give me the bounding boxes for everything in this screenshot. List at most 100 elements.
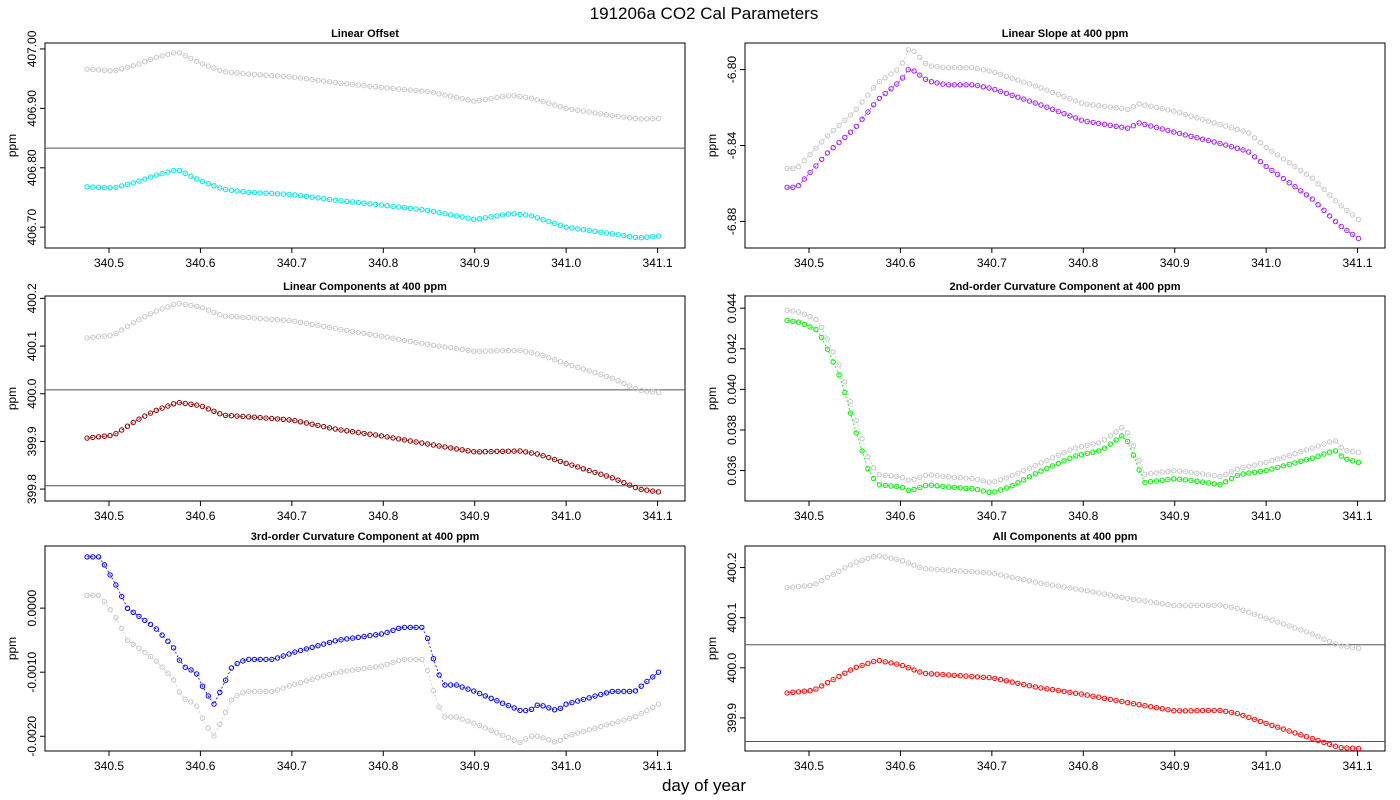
data-point (1136, 702, 1142, 708)
data-point (113, 615, 119, 621)
data-point (1084, 118, 1090, 125)
data-point (119, 593, 125, 600)
data-point (842, 117, 848, 124)
data-point (1188, 708, 1194, 714)
data-point (361, 665, 367, 672)
data-point (946, 474, 952, 480)
data-point (442, 344, 448, 350)
data-point (609, 231, 615, 237)
data-point (142, 59, 148, 65)
data-point (1326, 449, 1333, 455)
data-point (1211, 602, 1217, 608)
data-point (113, 184, 119, 191)
data-point (580, 466, 587, 472)
data-point (436, 91, 442, 97)
x-tick-label: 340.8 (368, 509, 398, 523)
data-point (1153, 705, 1160, 711)
data-point (1038, 685, 1044, 691)
data-point (297, 193, 304, 199)
data-point (598, 723, 604, 730)
data-point (465, 97, 471, 103)
series-line (787, 660, 1359, 749)
data-point (303, 420, 310, 426)
data-point (280, 416, 286, 422)
data-point (1332, 438, 1339, 444)
data-point (182, 170, 188, 177)
data-point (222, 186, 229, 193)
data-point (211, 183, 217, 189)
data-point (182, 696, 188, 702)
data-point (1234, 710, 1241, 717)
data-point (603, 230, 610, 236)
data-point (170, 645, 177, 651)
data-point (819, 324, 825, 331)
data-point (917, 564, 923, 570)
data-point (899, 662, 906, 669)
data-point (836, 361, 842, 368)
data-point (136, 316, 142, 323)
data-point (1182, 111, 1189, 118)
data-point (1026, 683, 1033, 689)
y-tick-label: 400.2 (25, 283, 39, 313)
data-point (974, 65, 981, 72)
x-tick-label: 340.6 (185, 759, 215, 773)
data-point (870, 464, 877, 471)
data-point (974, 569, 981, 575)
data-point (1073, 586, 1079, 592)
data-point (1217, 602, 1223, 608)
data-point (1130, 123, 1137, 129)
data-point (136, 416, 142, 422)
data-point (969, 569, 975, 575)
data-point (1303, 192, 1310, 198)
data-point (199, 715, 206, 721)
data-point (865, 109, 871, 115)
data-point (476, 449, 483, 455)
data-point (1188, 602, 1194, 609)
data-point (199, 305, 206, 311)
data-point (147, 56, 154, 63)
data-point (1240, 128, 1246, 134)
data-point (1130, 701, 1137, 707)
y-axis-label: ppm (705, 387, 719, 410)
x-tick-label: 340.6 (885, 509, 915, 523)
data-point (511, 93, 517, 99)
data-point (586, 695, 592, 701)
data-point (997, 88, 1004, 95)
data-point (801, 321, 808, 328)
data-point (373, 332, 379, 338)
data-point (176, 300, 183, 307)
data-point (1344, 448, 1350, 454)
data-point (407, 656, 413, 663)
x-axis-label: day of year (662, 776, 746, 795)
data-point (1165, 476, 1171, 483)
data-point (1130, 104, 1137, 110)
data-point (580, 728, 587, 735)
data-point (136, 613, 142, 620)
data-point (453, 345, 460, 352)
data-point (621, 380, 627, 387)
data-point (603, 373, 610, 379)
data-point (974, 487, 981, 493)
data-point (1286, 180, 1292, 186)
x-tick-label: 341.1 (643, 509, 673, 523)
data-point (1182, 708, 1189, 714)
data-point (378, 333, 385, 339)
data-point (1223, 123, 1229, 129)
data-point (934, 566, 940, 573)
data-point (344, 198, 350, 205)
data-point (292, 681, 298, 687)
data-point (378, 202, 385, 208)
data-point (992, 571, 998, 577)
data-point (176, 167, 183, 174)
data-point (615, 688, 621, 695)
data-point (644, 234, 650, 240)
data-point (1326, 741, 1333, 747)
data-point (373, 664, 379, 670)
data-point (592, 228, 598, 235)
data-point (992, 479, 998, 485)
data-point (511, 737, 517, 743)
data-point (1049, 686, 1056, 693)
data-point (332, 638, 338, 644)
data-point (84, 184, 90, 190)
data-point (1223, 708, 1229, 715)
